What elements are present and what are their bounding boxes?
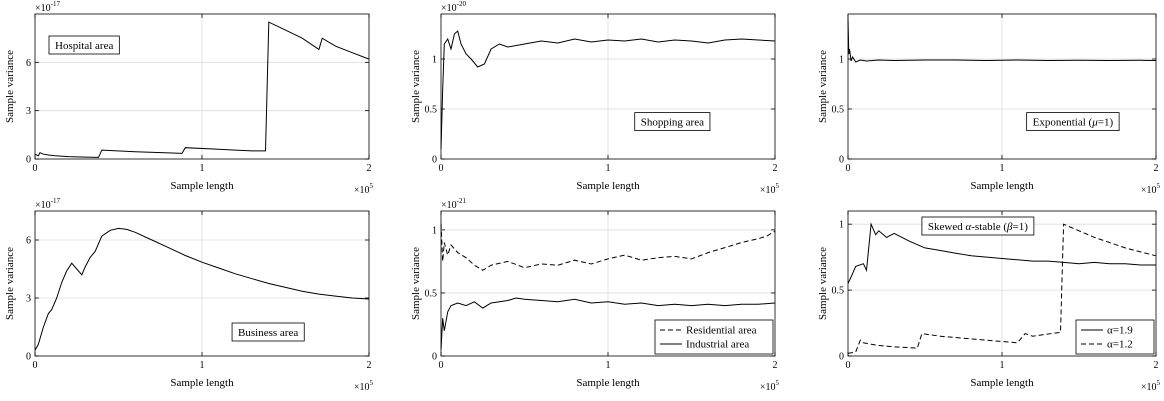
annotation-label: Skewed α-stable (β=1) [928,221,1028,233]
series-line-solid [34,21,370,158]
x-tick-label: 0 [33,163,38,174]
legend-box [1075,319,1155,355]
x-tick-label: 0 [439,360,444,371]
y-tick-label: 0.5 [425,288,438,299]
annotation-box [48,35,120,55]
y-axis-label: Sample variance [817,247,829,320]
y-multiplier: ×10-17 [35,0,60,14]
y-multiplier: ×10-17 [35,197,60,211]
y-tick-label: 0 [26,352,31,363]
annotation-label: Hospital area [55,40,113,52]
legend-entry: Industrial area [686,339,749,351]
y-axis-label: Sample variance [410,50,422,123]
y-axis-label: Sample variance [410,247,422,320]
y-tick-label: 0.5 [832,286,845,297]
series-line-solid [847,18,1157,63]
x-tick-label: 1 [200,163,205,174]
y-tick-label: 6 [26,58,31,69]
x-axis-label: Sample length [170,180,234,192]
y-tick-label: 0 [839,352,844,363]
chart-4: 0 1 2 0 3 6 Sample length Sample variance ×10-17… [4,197,374,393]
y-tick-label: 0 [26,155,31,166]
series-line-dashed [440,223,776,271]
x-multiplier: ×105 [1141,182,1161,196]
y-tick-label: 0 [432,155,437,166]
y-axis-label: Sample variance [817,50,829,123]
x-axis-label: Sample length [970,377,1034,389]
x-axis-label: Sample length [576,180,640,192]
x-tick-label: 1 [1000,163,1005,174]
y-tick-label: 3 [26,106,31,117]
series-line-dashed [847,223,1157,354]
x-multiplier: ×105 [760,379,780,393]
x-tick-label: 0 [846,360,851,371]
series-line-solid [34,227,370,351]
y-multiplier: ×10-20 [441,0,466,14]
x-tick-label: 2 [367,360,372,371]
x-tick-label: 2 [773,360,778,371]
y-tick-label: 1 [839,220,844,231]
x-multiplier: ×105 [354,182,374,196]
legend: Residential area Industrial area [654,319,774,355]
x-tick-label: 1 [1000,360,1005,371]
legend-entry: α=1.2 [1107,339,1133,351]
legend-entry: Residential area [686,325,757,337]
x-multiplier: ×105 [354,379,374,393]
x-multiplier: ×105 [760,182,780,196]
x-tick-label: 0 [33,360,38,371]
y-axis-label: Sample variance [4,247,16,320]
x-tick-label: 2 [367,163,372,174]
y-tick-label: 1 [839,55,844,66]
y-tick-label: 1 [432,55,437,66]
x-tick-label: 0 [846,163,851,174]
annotation-label: Business area [238,327,298,339]
x-tick-label: 2 [773,163,778,174]
legend-box [654,319,774,355]
chart-1: 0 1 2 0 3 6 Sample length Sample variance ×10-17… [4,0,374,196]
annotation-label: Exponential (μ=1) [1033,117,1114,129]
y-tick-label: 0 [839,155,844,166]
x-axis-label: Sample length [170,377,234,389]
x-multiplier: ×105 [1141,379,1161,393]
series-line-solid [847,222,1156,284]
chart-3: 0 1 2 0 0.5 1 Sample length Sample variance ×105… [817,13,1161,196]
y-tick-label: 6 [26,236,31,247]
y-tick-label: 0.5 [832,105,845,116]
legend: α=1.9 α=1.2 [1075,319,1155,355]
x-tick-label: 1 [200,360,205,371]
y-multiplier: ×10-21 [441,197,466,211]
x-tick-label: 0 [439,163,444,174]
y-tick-label: 0 [432,352,437,363]
annotation-box [921,216,1035,236]
x-tick-label: 2 [1154,163,1159,174]
annotation-box [634,112,711,131]
y-tick-label: 3 [26,294,31,305]
x-tick-label: 1 [606,163,611,174]
annotation-label: Shopping area [641,117,704,129]
x-tick-label: 2 [1154,360,1159,371]
chart-5: 0 1 2 0 0.5 1 Sample length Sample variance ×10-… [410,197,780,393]
series-line-solid [440,297,776,350]
x-axis-label: Sample length [576,377,640,389]
y-tick-label: 0.5 [425,105,438,116]
x-tick-label: 1 [606,360,611,371]
y-tick-label: 1 [432,225,437,236]
x-axis-label: Sample length [970,180,1034,192]
annotation-box [1026,112,1120,131]
chart-2: 0 1 2 0 0.5 1 Sample length Sample variance ×10-… [410,0,780,196]
chart-6: 0 1 2 0 0.5 1 Sample length Sample variance ×105… [817,210,1161,393]
legend-entry: α=1.9 [1107,325,1133,337]
series-line-solid [440,30,776,150]
annotation-box [231,322,305,342]
y-axis-label: Sample variance [4,50,16,123]
